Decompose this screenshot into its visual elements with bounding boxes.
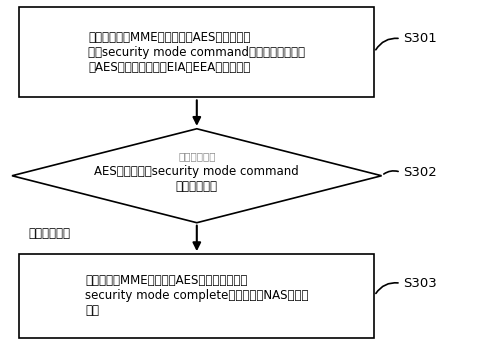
Text: 终端设备向MME发送通过AES算法进行保护的
security mode complete消息，建立NAS层安全
过程: 终端设备向MME发送通过AES算法进行保护的 security mode com… xyxy=(85,274,309,317)
FancyBboxPatch shape xyxy=(19,7,374,97)
Text: S302: S302 xyxy=(403,166,437,179)
FancyBboxPatch shape xyxy=(19,254,374,338)
Text: AES算法，并对security mode command
消息进行校验: AES算法，并对security mode command 消息进行校验 xyxy=(95,166,299,193)
Polygon shape xyxy=(12,129,382,223)
Text: S303: S303 xyxy=(403,277,437,290)
Text: 终端设备确定: 终端设备确定 xyxy=(178,151,216,161)
Text: 终端设备接收MME发送的通过AES算法进行保
护的security mode command消息，该消息中携
带AES算法中所包括的EIA和EEA的位数信息: 终端设备接收MME发送的通过AES算法进行保 护的security mode c… xyxy=(88,31,305,74)
Text: S301: S301 xyxy=(403,32,437,45)
Text: 如果校验成功: 如果校验成功 xyxy=(29,227,71,240)
